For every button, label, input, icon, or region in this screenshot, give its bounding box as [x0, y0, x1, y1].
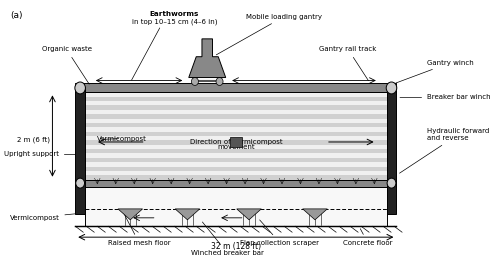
Bar: [85, 140, 387, 145]
Bar: [75, 180, 396, 187]
Bar: [85, 110, 387, 114]
Bar: [75, 87, 85, 214]
Text: Gantry rail track: Gantry rail track: [320, 46, 377, 81]
Text: movement: movement: [217, 145, 254, 150]
Bar: [85, 175, 387, 180]
Bar: [85, 171, 387, 175]
Bar: [387, 87, 396, 214]
Text: (a): (a): [11, 11, 23, 20]
Bar: [85, 114, 387, 119]
Text: Upright support: Upright support: [4, 151, 78, 157]
Text: Direction of vermicompost: Direction of vermicompost: [190, 140, 282, 145]
Text: Gantry winch: Gantry winch: [396, 60, 474, 83]
Text: 2 m (6 ft): 2 m (6 ft): [17, 136, 50, 143]
Bar: [85, 162, 387, 167]
Polygon shape: [189, 39, 226, 78]
Polygon shape: [237, 209, 261, 220]
Circle shape: [387, 178, 396, 188]
Text: Concrete floor: Concrete floor: [343, 229, 393, 246]
Text: Flap collection scraper: Flap collection scraper: [240, 220, 319, 246]
Bar: [85, 92, 387, 180]
Bar: [85, 92, 387, 97]
Text: Vermicompost: Vermicompost: [9, 213, 82, 221]
Circle shape: [76, 178, 84, 188]
Text: Mobile loading gantry: Mobile loading gantry: [216, 14, 322, 55]
Bar: [85, 97, 387, 101]
Circle shape: [191, 78, 199, 85]
Bar: [85, 105, 387, 110]
Polygon shape: [175, 209, 200, 220]
Bar: [85, 127, 387, 132]
Circle shape: [75, 82, 85, 94]
Text: Hydraulic forward
and reverse: Hydraulic forward and reverse: [400, 128, 490, 173]
Bar: [85, 153, 387, 158]
Bar: [85, 187, 387, 226]
Text: Organic waste: Organic waste: [41, 46, 91, 84]
Bar: [85, 167, 387, 171]
Circle shape: [386, 82, 397, 94]
Polygon shape: [303, 209, 328, 220]
Text: Earthworms: Earthworms: [150, 11, 199, 16]
Bar: [230, 136, 242, 147]
Bar: [85, 136, 387, 140]
Bar: [85, 149, 387, 153]
Text: Winched breaker bar: Winched breaker bar: [191, 222, 263, 256]
Bar: [85, 158, 387, 162]
Bar: [85, 132, 387, 136]
Bar: [85, 145, 387, 149]
Bar: [85, 119, 387, 123]
Circle shape: [216, 78, 223, 85]
Bar: [85, 101, 387, 105]
Text: 32 m (128 ft): 32 m (128 ft): [211, 242, 261, 251]
Bar: [75, 83, 396, 92]
Text: in top 10–15 cm (4–6 in): in top 10–15 cm (4–6 in): [131, 19, 217, 25]
Polygon shape: [118, 209, 143, 220]
Text: Raised mesh floor: Raised mesh floor: [108, 211, 170, 246]
Bar: [85, 123, 387, 127]
Text: Vermicompost: Vermicompost: [96, 136, 146, 141]
Text: Breaker bar winch: Breaker bar winch: [400, 94, 491, 100]
